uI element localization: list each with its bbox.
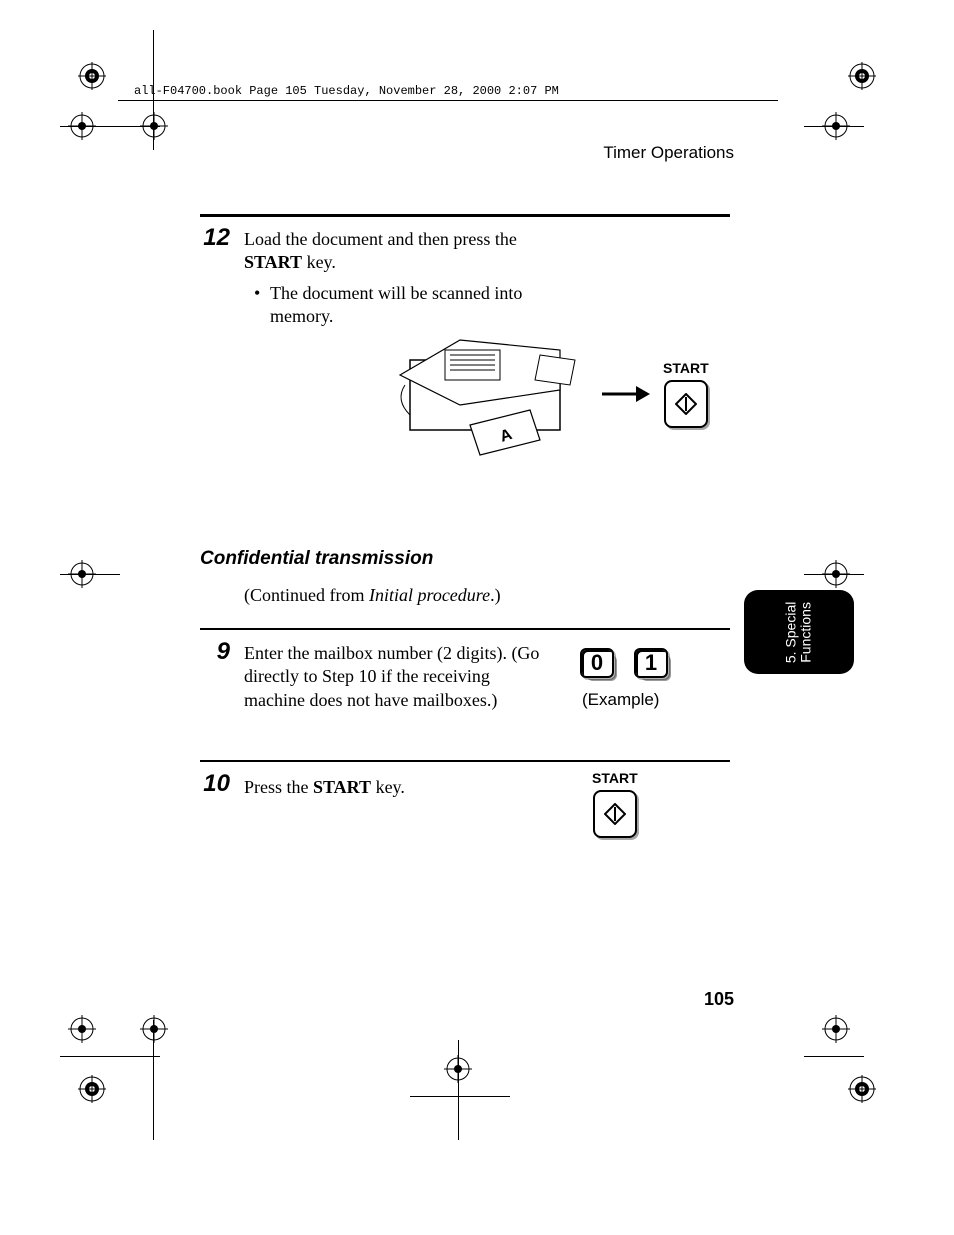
rule [200, 214, 730, 217]
crosshair-mark-icon [68, 1015, 96, 1043]
continued-note: (Continued from Initial procedure.) [244, 584, 501, 607]
digit-key-1: 1 [634, 648, 668, 678]
step-text: Press the START key. [244, 776, 564, 799]
reg-mark-icon [78, 1075, 106, 1103]
rule [200, 628, 730, 630]
step-bullet-text: The document will be scanned into memory… [270, 283, 522, 326]
continued-prefix: (Continued from [244, 585, 369, 605]
continued-italic: Initial procedure [369, 585, 490, 605]
crop-line [804, 574, 864, 575]
start-key-label: START [592, 770, 638, 786]
crop-line [60, 126, 160, 127]
start-key-button [593, 790, 637, 838]
step-number: 9 [206, 638, 230, 666]
fax-machine-illustration: A [390, 330, 590, 460]
start-diamond-icon [604, 803, 626, 825]
step-number: 12 [196, 224, 230, 252]
crop-line [804, 1056, 864, 1057]
reg-mark-icon [848, 1075, 876, 1103]
step-text-part: Load the document and then press the [244, 229, 517, 249]
start-key-button [664, 380, 708, 428]
crop-line [804, 126, 864, 127]
start-diamond-icon [675, 393, 697, 415]
header-underline [118, 100, 778, 101]
step-text-bold: START [313, 777, 371, 797]
start-key: START [663, 360, 709, 428]
step-text-part: key. [371, 777, 405, 797]
crop-line [458, 1040, 459, 1140]
page-section-title: Timer Operations [603, 143, 734, 163]
crop-line [60, 1056, 160, 1057]
crosshair-mark-icon [140, 1015, 168, 1043]
digit-key-0: 0 [580, 648, 614, 678]
start-key-label: START [663, 360, 709, 376]
chapter-tab: 5. SpecialFunctions [744, 590, 854, 674]
crosshair-mark-icon [822, 1015, 850, 1043]
reg-mark-icon [78, 62, 106, 90]
example-label: (Example) [582, 690, 659, 710]
bullet-dot-icon: • [254, 282, 260, 305]
crop-line [60, 574, 120, 575]
step-text: Load the document and then press the STA… [244, 228, 564, 275]
continued-suffix: .) [490, 585, 501, 605]
step-text-part: key. [302, 252, 336, 272]
reg-mark-icon [848, 62, 876, 90]
step-text-part: Press the [244, 777, 313, 797]
rule [200, 760, 730, 762]
step-text: Enter the mailbox number (2 digits). (Go… [244, 642, 544, 712]
crop-line [153, 1020, 154, 1140]
section-heading: Confidential transmission [200, 548, 433, 570]
crop-line [410, 1096, 510, 1097]
example-keys: 0 1 [580, 648, 668, 678]
arrow-right-icon [602, 384, 650, 404]
page-number: 105 [704, 989, 734, 1010]
chapter-tab-text: 5. SpecialFunctions [784, 601, 815, 662]
step-text-bold: START [244, 252, 302, 272]
start-key: START [592, 770, 638, 838]
step-bullet: • The document will be scanned into memo… [270, 282, 590, 329]
header-source-line: all-F04700.book Page 105 Tuesday, Novemb… [134, 84, 559, 98]
step-number: 10 [196, 770, 230, 798]
